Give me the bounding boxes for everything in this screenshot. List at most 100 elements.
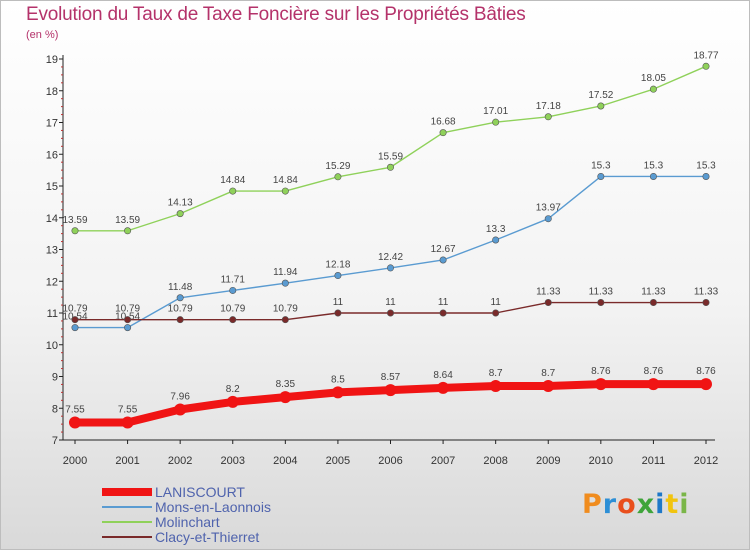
data-point	[176, 294, 184, 302]
data-label: 11.94	[273, 267, 298, 278]
logo-letter: o	[617, 489, 637, 520]
series-molinchart: 13.59 13.59 14.13 14.84 14.84 15.29 15.59 16.68…	[62, 50, 719, 235]
data-label: 11	[333, 297, 344, 308]
data-label: 11.33	[694, 287, 719, 298]
data-point	[71, 316, 79, 324]
y-tick-label: 14	[46, 213, 58, 225]
data-label: 17.18	[536, 101, 561, 112]
data-label: 8.7	[489, 368, 503, 379]
proxiti-logo: Proxiti	[582, 489, 690, 520]
x-tick-label: 2001	[115, 455, 139, 467]
data-point	[492, 236, 500, 244]
data-point	[649, 172, 657, 180]
y-tick-label: 15	[46, 181, 58, 193]
data-label: 12.42	[378, 252, 403, 263]
data-point	[174, 403, 187, 416]
data-label: 11.33	[589, 287, 614, 298]
data-label: 11.33	[641, 287, 666, 298]
data-point	[544, 215, 552, 223]
data-point	[437, 381, 450, 394]
data-point	[384, 384, 397, 397]
data-label: 15.59	[378, 151, 403, 162]
data-point	[439, 256, 447, 264]
data-label: 7.96	[170, 392, 190, 403]
data-label: 10.79	[62, 304, 87, 315]
data-point	[649, 299, 657, 307]
data-label: 11	[490, 297, 501, 308]
data-point	[597, 299, 605, 307]
data-label: 8.57	[381, 372, 401, 383]
legend-label: LANISCOURT	[155, 484, 245, 500]
data-point	[124, 227, 132, 235]
data-point	[439, 129, 447, 137]
y-tick-label: 19	[46, 54, 58, 66]
data-point	[334, 309, 342, 317]
x-tick-label: 2008	[483, 455, 507, 467]
data-point	[176, 316, 184, 324]
data-label: 8.76	[696, 366, 716, 377]
y-tick-label: 16	[46, 149, 58, 161]
data-point	[489, 380, 502, 393]
x-tick-label: 2004	[273, 455, 297, 467]
y-tick-label: 9	[52, 372, 58, 384]
chart-axes: 7 8 9 10 11 12 13 14 15 16 17 18 19 2000 2001 2002 2003 2…	[46, 54, 718, 467]
logo-letter: i	[655, 489, 666, 520]
data-label: 17.52	[588, 90, 613, 101]
data-label: 7.55	[118, 405, 138, 416]
x-tick-label: 2011	[642, 455, 666, 467]
data-point	[386, 163, 394, 171]
data-point	[69, 416, 81, 429]
chart-unit-label: (en %)	[26, 29, 59, 41]
data-label: 15.3	[696, 160, 716, 171]
x-tick-label: 2003	[221, 455, 245, 467]
data-label: 14.13	[168, 198, 193, 209]
data-label: 18.77	[693, 50, 718, 61]
data-label: 15.29	[325, 161, 350, 172]
data-point	[702, 172, 710, 180]
data-point	[702, 299, 710, 307]
logo-letter: x	[636, 489, 656, 520]
data-point	[331, 386, 344, 399]
x-tick-label: 2005	[326, 455, 350, 467]
legend-label: Mons-en-Laonnois	[155, 499, 271, 515]
x-tick-label: 2006	[378, 455, 402, 467]
data-label: 7.55	[65, 405, 85, 416]
data-label: 13.59	[115, 215, 140, 226]
data-point	[386, 264, 394, 272]
data-label: 11	[385, 297, 396, 308]
legend-label: Molinchart	[155, 514, 220, 530]
data-point	[597, 102, 605, 110]
y-tick-label: 11	[47, 308, 58, 320]
logo-letter: r	[602, 489, 618, 520]
y-tick-label: 13	[46, 245, 58, 257]
data-point	[71, 227, 79, 235]
data-label: 11.71	[221, 274, 246, 285]
data-label: 16.68	[431, 117, 456, 128]
data-point	[492, 309, 500, 317]
data-point	[229, 187, 237, 195]
y-tick-label: 12	[46, 276, 58, 288]
data-label: 12.18	[325, 260, 350, 271]
data-point	[281, 187, 289, 195]
data-label: 11	[438, 297, 449, 308]
data-label: 15.3	[591, 160, 611, 171]
y-tick-label: 10	[46, 340, 58, 352]
data-point	[439, 309, 447, 317]
data-point	[124, 316, 132, 324]
data-label: 13.97	[536, 203, 561, 214]
data-point	[176, 210, 184, 218]
data-point	[281, 279, 289, 287]
logo-letter: t	[665, 489, 680, 520]
x-tick-label: 2012	[694, 455, 718, 467]
data-point	[334, 272, 342, 280]
data-point	[594, 378, 607, 391]
data-label: 8.35	[276, 379, 296, 390]
data-label: 13.59	[62, 215, 87, 226]
data-label: 14.84	[220, 175, 245, 186]
data-point	[229, 286, 237, 294]
chart-series: 13.59 13.59 14.13 14.84 14.84 15.29 15.59 16.68…	[62, 50, 719, 429]
data-point	[281, 316, 289, 324]
data-label: 8.64	[433, 370, 453, 381]
x-tick-label: 2000	[63, 455, 87, 467]
